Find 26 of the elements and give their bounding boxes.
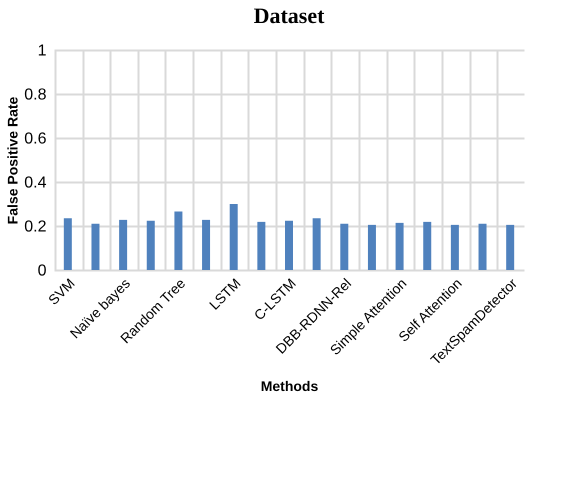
y-tick-label: 0 <box>38 262 47 280</box>
chart-title: Dataset <box>254 3 326 28</box>
y-tick-label: 0.4 <box>24 174 47 192</box>
bar <box>506 224 514 270</box>
bar <box>174 211 182 270</box>
x-axis-title: Methods <box>260 378 318 394</box>
bar <box>230 204 238 270</box>
y-tick-label: 0.6 <box>24 130 47 148</box>
bar <box>119 220 128 270</box>
bar <box>396 222 404 270</box>
bar <box>64 218 72 270</box>
bar <box>423 222 432 270</box>
bar <box>202 220 210 270</box>
y-axis-title: False Positive Rate <box>4 96 20 224</box>
bar <box>340 224 348 270</box>
bar <box>478 224 487 270</box>
y-tick-label: 0.8 <box>24 86 47 104</box>
bar <box>257 222 266 270</box>
bar <box>368 224 376 270</box>
bar <box>91 224 100 270</box>
bar <box>450 224 459 270</box>
bar <box>285 220 293 270</box>
y-tick-label: 0.2 <box>24 218 47 236</box>
y-tick-label: 1 <box>38 42 47 60</box>
bar <box>146 220 155 270</box>
bar <box>312 218 321 270</box>
